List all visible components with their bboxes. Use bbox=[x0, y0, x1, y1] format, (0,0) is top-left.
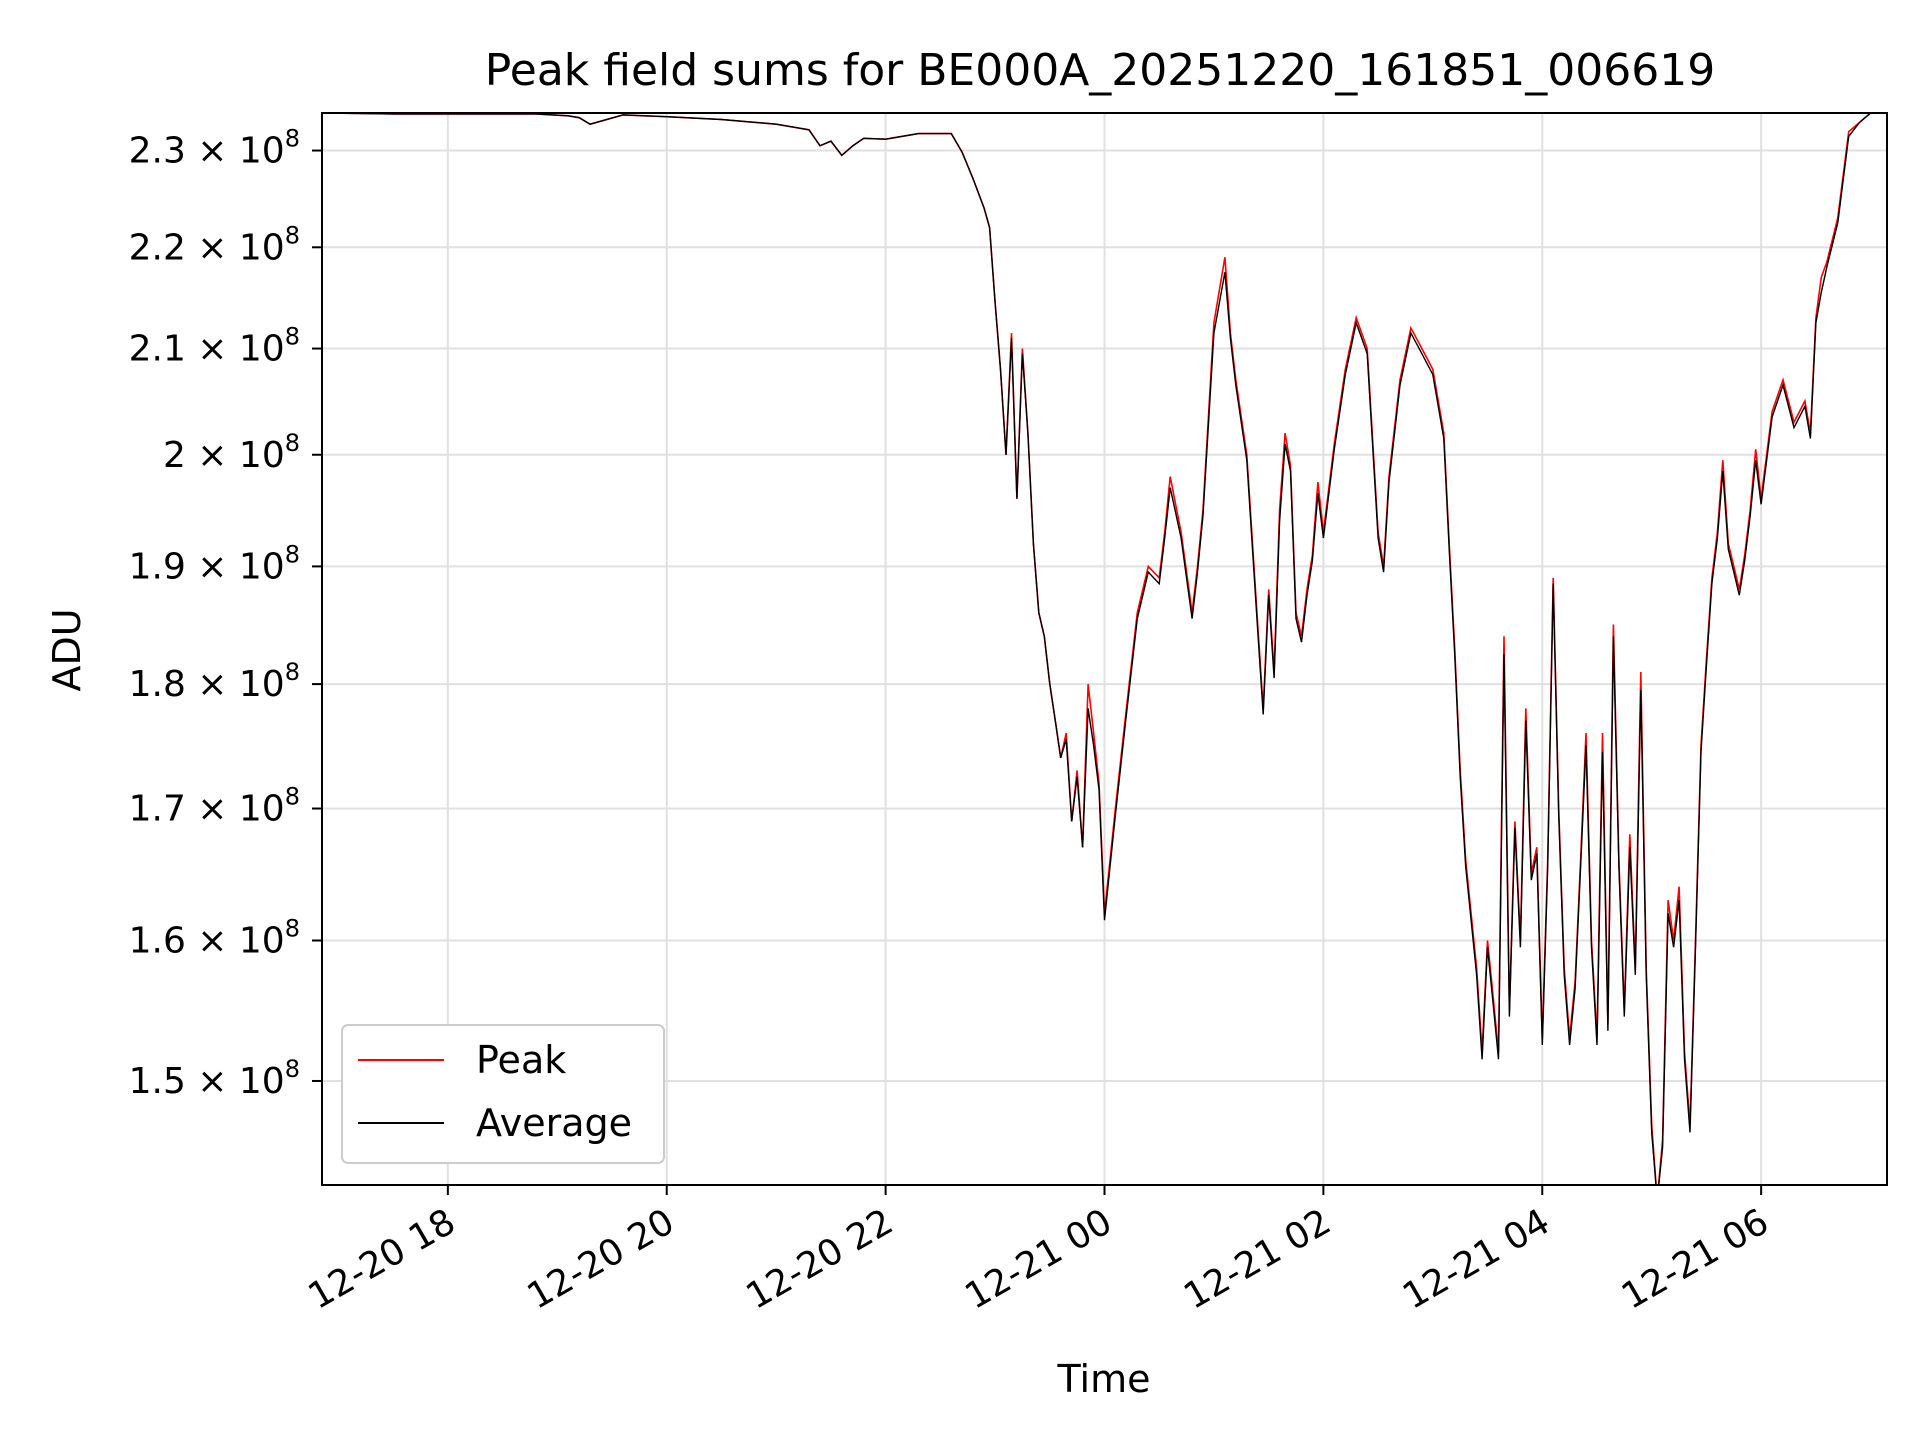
y-tick-label: 1.9 × 108 bbox=[129, 540, 300, 587]
y-tick-label: 1.7 × 108 bbox=[129, 783, 300, 830]
y-tick-label: 1.5 × 108 bbox=[129, 1055, 300, 1102]
chart-title: Peak field sums for BE000A_20251220_1618… bbox=[485, 45, 1715, 96]
y-tick-label: 2.3 × 108 bbox=[129, 125, 300, 172]
y-axis-label: ADU bbox=[45, 608, 89, 691]
y-tick-label: 1.6 × 108 bbox=[129, 914, 300, 961]
y-tick-label: 2 × 108 bbox=[163, 429, 300, 476]
series-layer bbox=[322, 113, 1873, 1185]
x-axis-label: Time bbox=[1057, 1357, 1151, 1401]
legend-label-average: Average bbox=[476, 1101, 632, 1145]
y-tick-label: 2.1 × 108 bbox=[129, 323, 300, 370]
y-tick-label: 1.8 × 108 bbox=[129, 658, 300, 705]
y-tick-label: 2.2 × 108 bbox=[129, 221, 300, 268]
legend: Peak Average bbox=[341, 1024, 665, 1164]
legend-label-peak: Peak bbox=[476, 1038, 566, 1082]
y-axis-ticks: 1.5 × 108 1.6 × 108 1.7 × 108 1.8 × 108 1.9 … bbox=[129, 125, 322, 1102]
grid bbox=[322, 113, 1887, 1185]
series-line-average bbox=[322, 113, 1873, 1185]
